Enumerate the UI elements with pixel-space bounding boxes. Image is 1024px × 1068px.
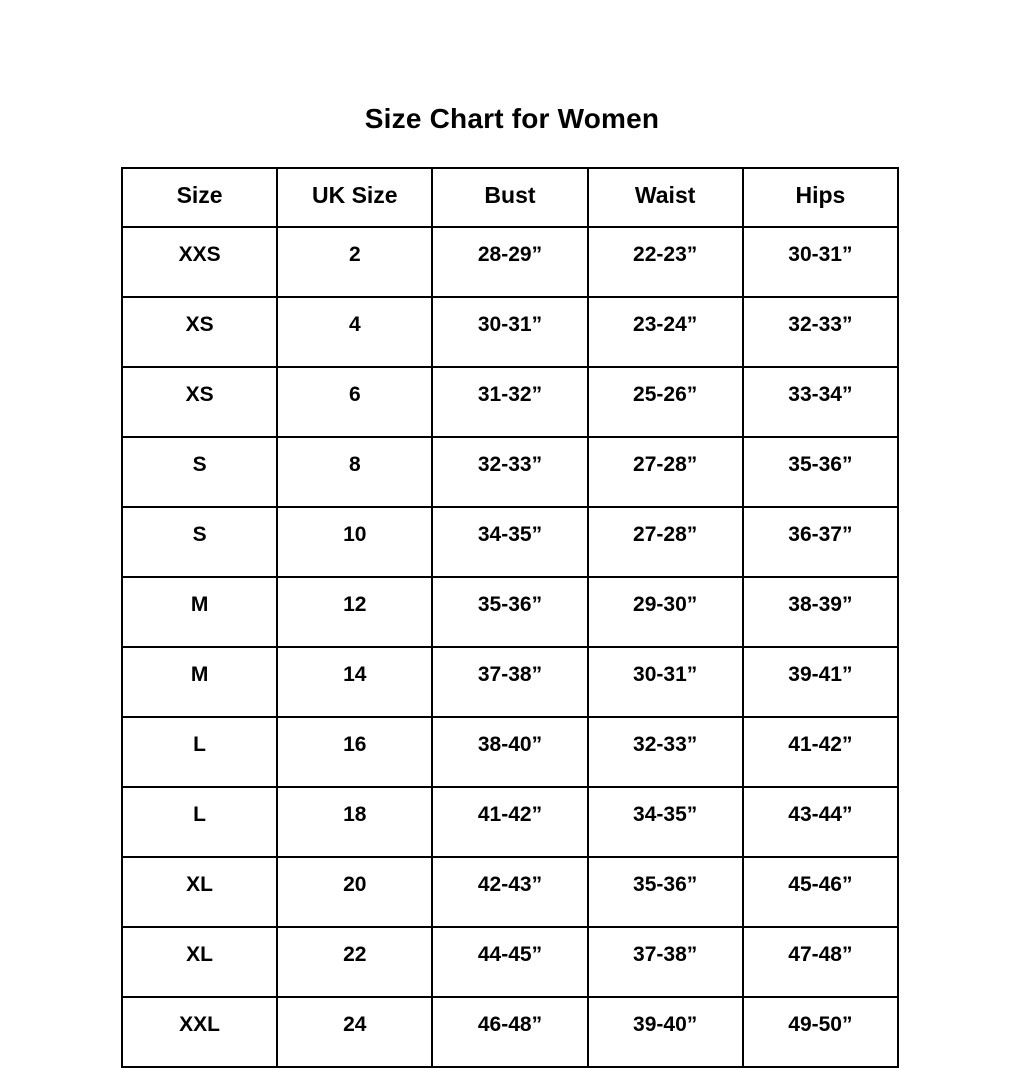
size-chart-page: Size Chart for Women Size UK Size Bust W… xyxy=(120,103,900,1068)
table-cell: 4 xyxy=(276,296,434,368)
table-cell: 46-48” xyxy=(431,996,589,1068)
table-cell: 37-38” xyxy=(431,646,589,718)
table-cell: 12 xyxy=(276,576,434,648)
table-cell: 36-37” xyxy=(741,506,900,578)
table-cell: 39-41” xyxy=(741,646,900,718)
table-row: M 14 37-38” 30-31” 39-41” xyxy=(120,646,900,718)
table-cell: 30-31” xyxy=(741,226,900,298)
table-row: L 18 41-42” 34-35” 43-44” xyxy=(120,786,900,858)
table-cell: 16 xyxy=(276,716,434,788)
table-cell: 32-33” xyxy=(431,436,589,508)
table-cell: XS xyxy=(120,296,279,368)
column-header-size: Size xyxy=(120,167,279,228)
table-row: S 10 34-35” 27-28” 36-37” xyxy=(120,506,900,578)
table-cell: 28-29” xyxy=(431,226,589,298)
table-cell: 10 xyxy=(276,506,434,578)
table-cell: 30-31” xyxy=(431,296,589,368)
table-cell: 35-36” xyxy=(741,436,900,508)
table-cell: XS xyxy=(120,366,279,438)
table-cell: 49-50” xyxy=(741,996,900,1068)
table-row: XXL 24 46-48” 39-40” 49-50” xyxy=(120,996,900,1068)
table-cell: 44-45” xyxy=(431,926,589,998)
table-cell: 34-35” xyxy=(431,506,589,578)
table-cell: 42-43” xyxy=(431,856,589,928)
table-body: XXS 2 28-29” 22-23” 30-31” XS 4 30-31” 23-24” 32-… xyxy=(120,226,900,1068)
table-cell: S xyxy=(120,436,279,508)
table-cell: 43-44” xyxy=(741,786,900,858)
table-cell: 23-24” xyxy=(586,296,744,368)
table-cell: 35-36” xyxy=(431,576,589,648)
table-cell: XL xyxy=(120,856,279,928)
table-row: M 12 35-36” 29-30” 38-39” xyxy=(120,576,900,648)
table-cell: 22 xyxy=(276,926,434,998)
table-cell: XXL xyxy=(120,996,279,1068)
table-row: S 8 32-33” 27-28” 35-36” xyxy=(120,436,900,508)
table-row: XS 4 30-31” 23-24” 32-33” xyxy=(120,296,900,368)
table-cell: 37-38” xyxy=(586,926,744,998)
table-cell: 32-33” xyxy=(586,716,744,788)
table-cell: 8 xyxy=(276,436,434,508)
column-header-waist: Waist xyxy=(586,167,744,228)
table-cell: XXS xyxy=(120,226,279,298)
table-row: XL 22 44-45” 37-38” 47-48” xyxy=(120,926,900,998)
table-cell: 41-42” xyxy=(741,716,900,788)
table-cell: 38-40” xyxy=(431,716,589,788)
size-chart-table: Size UK Size Bust Waist Hips XXS 2 28-29” 2… xyxy=(120,167,900,1068)
table-cell: 20 xyxy=(276,856,434,928)
table-cell: 45-46” xyxy=(741,856,900,928)
table-cell: L xyxy=(120,716,279,788)
table-cell: 29-30” xyxy=(586,576,744,648)
table-cell: 39-40” xyxy=(586,996,744,1068)
table-cell: 27-28” xyxy=(586,506,744,578)
table-cell: 2 xyxy=(276,226,434,298)
page-title: Size Chart for Women xyxy=(364,103,660,134)
table-cell: 25-26” xyxy=(586,366,744,438)
table-row: XXS 2 28-29” 22-23” 30-31” xyxy=(120,226,900,298)
table-header-row: Size UK Size Bust Waist Hips xyxy=(120,167,900,228)
table-cell: 27-28” xyxy=(586,436,744,508)
table-cell: 35-36” xyxy=(586,856,744,928)
column-header-hips: Hips xyxy=(741,167,900,228)
table-cell: M xyxy=(120,576,279,648)
table-row: XL 20 42-43” 35-36” 45-46” xyxy=(120,856,900,928)
table-cell: 31-32” xyxy=(431,366,589,438)
table-cell: 14 xyxy=(276,646,434,718)
table-cell: 33-34” xyxy=(741,366,900,438)
table-cell: 34-35” xyxy=(586,786,744,858)
column-header-bust: Bust xyxy=(431,167,589,228)
table-cell: 38-39” xyxy=(741,576,900,648)
table-cell: L xyxy=(120,786,279,858)
table-cell: 18 xyxy=(276,786,434,858)
table-header: Size UK Size Bust Waist Hips xyxy=(120,167,900,228)
table-row: L 16 38-40” 32-33” 41-42” xyxy=(120,716,900,788)
table-row: XS 6 31-32” 25-26” 33-34” xyxy=(120,366,900,438)
table-cell: 30-31” xyxy=(586,646,744,718)
table-cell: 24 xyxy=(276,996,434,1068)
column-header-uk-size: UK Size xyxy=(276,167,434,228)
table-cell: 41-42” xyxy=(431,786,589,858)
table-cell: 32-33” xyxy=(741,296,900,368)
table-cell: 22-23” xyxy=(586,226,744,298)
table-cell: S xyxy=(120,506,279,578)
table-cell: M xyxy=(120,646,279,718)
table-cell: 47-48” xyxy=(741,926,900,998)
table-cell: 6 xyxy=(276,366,434,438)
table-cell: XL xyxy=(120,926,279,998)
